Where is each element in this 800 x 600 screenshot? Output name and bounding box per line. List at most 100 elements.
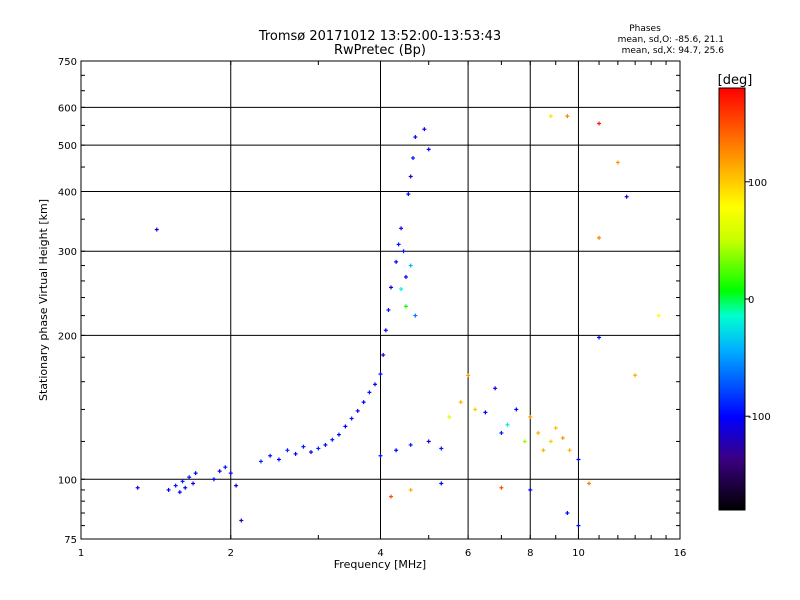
- info-line-o: mean, sd,O: -85.6, 21.1: [618, 35, 724, 45]
- x-tick-label: 1: [78, 548, 84, 559]
- data-point: [413, 313, 418, 318]
- data-point: [228, 471, 233, 476]
- data-point: [173, 483, 178, 488]
- data-point: [408, 174, 413, 179]
- data-point: [378, 372, 383, 377]
- data-point: [514, 407, 519, 412]
- chart-subtitle: RwPretec (Bp): [334, 43, 426, 58]
- data-point: [499, 485, 504, 490]
- data-point: [343, 424, 348, 429]
- colorbar-tick-label: 100: [748, 178, 767, 189]
- data-point: [426, 147, 431, 152]
- data-point: [505, 422, 510, 427]
- data-point: [633, 373, 638, 378]
- data-point: [154, 227, 159, 232]
- data-point: [597, 335, 602, 340]
- data-point: [565, 511, 570, 516]
- x-tick-label: 10: [572, 548, 585, 559]
- data-point: [323, 442, 328, 447]
- data-point: [656, 313, 661, 318]
- data-point: [396, 242, 401, 247]
- data-point: [394, 259, 399, 264]
- x-tick-label: 8: [527, 548, 533, 559]
- data-point: [177, 490, 182, 495]
- data-point: [528, 487, 533, 492]
- colorbar: [718, 87, 746, 511]
- y-tick-label: 200: [58, 331, 77, 342]
- data-point: [187, 475, 192, 480]
- y-axis-label: Stationary phase Virtual Height [km]: [37, 199, 50, 401]
- data-point: [193, 471, 198, 476]
- data-point: [373, 382, 378, 387]
- data-point: [381, 352, 386, 357]
- data-point: [361, 400, 366, 405]
- data-point: [389, 285, 394, 290]
- data-point: [493, 386, 498, 391]
- data-point: [135, 485, 140, 490]
- x-axis-label: Frequency [MHz]: [334, 558, 426, 571]
- data-point: [336, 432, 341, 437]
- data-point: [316, 446, 321, 451]
- x-tick-label: 2: [228, 548, 234, 559]
- data-point: [439, 481, 444, 486]
- data-point: [293, 451, 298, 456]
- data-point: [499, 430, 504, 435]
- data-point: [403, 274, 408, 279]
- data-point: [223, 465, 228, 470]
- colorbar-tick-label: 0: [748, 295, 754, 306]
- y-tick-label: 400: [58, 187, 77, 198]
- data-point: [483, 410, 488, 415]
- y-tick-label: 750: [58, 57, 77, 68]
- data-point: [211, 477, 216, 482]
- data-point: [276, 457, 281, 462]
- data-point: [411, 156, 416, 161]
- data-point: [597, 121, 602, 126]
- data-point: [234, 483, 239, 488]
- data-point: [378, 453, 383, 458]
- data-point: [183, 485, 188, 490]
- info-line-x: mean, sd,X: 94.7, 25.6: [622, 46, 725, 56]
- data-point: [528, 414, 533, 419]
- data-point: [406, 192, 411, 197]
- data-point: [401, 249, 406, 254]
- x-tick-label: 16: [674, 548, 687, 559]
- colorbar-ticks: 100 0 -100: [745, 178, 771, 423]
- data-point: [367, 390, 372, 395]
- x-tick-label: 6: [465, 548, 471, 559]
- data-point: [541, 448, 546, 453]
- colorbar-tick-label: -100: [748, 412, 771, 423]
- data-point: [548, 439, 553, 444]
- data-point: [615, 160, 620, 165]
- chart-title: Tromsø 20171012 13:52:00-13:53:43: [258, 29, 501, 44]
- data-point: [268, 453, 273, 458]
- y-tick-label: 75: [64, 535, 77, 546]
- data-point: [191, 481, 196, 486]
- data-point: [576, 523, 581, 528]
- data-point: [553, 426, 558, 431]
- data-point: [330, 437, 335, 442]
- y-axis-ticks: 75 100 200 300 400 500 600 750: [58, 57, 680, 546]
- data-point: [458, 400, 463, 405]
- data-point: [166, 487, 171, 492]
- data-point: [258, 459, 263, 464]
- data-point: [386, 308, 391, 313]
- data-point: [301, 444, 306, 449]
- data-point: [447, 414, 452, 419]
- data-point: [413, 135, 418, 140]
- data-point: [383, 328, 388, 333]
- data-point: [285, 448, 290, 453]
- data-point: [597, 235, 602, 240]
- data-point: [522, 439, 527, 444]
- y-tick-label: 500: [58, 141, 77, 152]
- data-point: [309, 450, 314, 455]
- data-point: [403, 304, 408, 309]
- data-point: [439, 446, 444, 451]
- data-point: [355, 408, 360, 413]
- data-point: [466, 373, 471, 378]
- data-point: [576, 457, 581, 462]
- data-point: [399, 287, 404, 292]
- x-axis-ticks: 1 2 4 6 8 10 16: [78, 61, 687, 559]
- data-point: [567, 448, 572, 453]
- y-tick-label: 100: [58, 475, 77, 486]
